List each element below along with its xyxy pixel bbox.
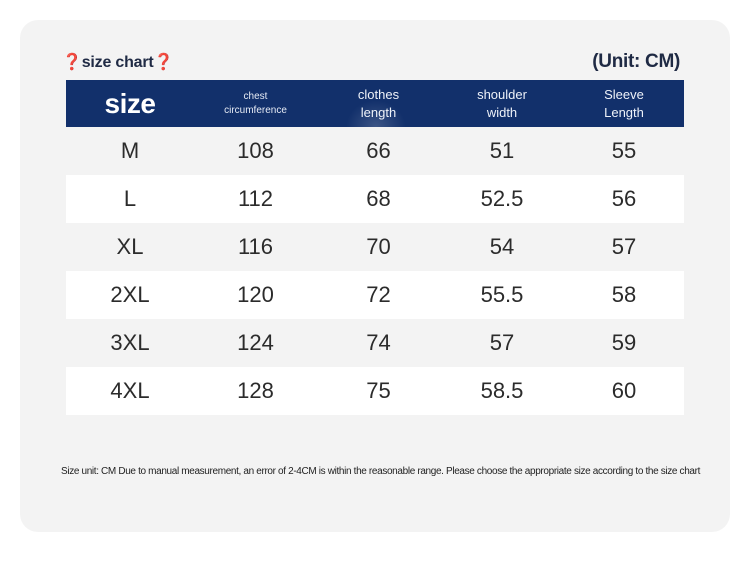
cell-shoulder-width: 57 <box>489 330 515 355</box>
measurement-note: Size unit: CM Due to manual measurement,… <box>61 466 701 477</box>
header-shoulder-width: shoulder width <box>440 80 564 127</box>
cell-shoulder-width: 55.5 <box>480 282 524 307</box>
cell-sleeve-length: 55 <box>611 138 637 163</box>
header-clothes-line-1: clothes <box>357 86 400 102</box>
size-chart-title: ❓size chart❓ <box>62 54 174 71</box>
table-row: XL 116 70 54 57 <box>66 223 684 271</box>
header-chest: chest circumference <box>194 80 317 127</box>
cell-sleeve-length: 58 <box>611 282 637 307</box>
table-row: 4XL 128 75 58.5 60 <box>66 367 684 415</box>
cell-clothes-length: 74 <box>366 330 391 355</box>
cell-clothes-length: 70 <box>366 234 391 259</box>
cell-size: 2XL <box>110 282 150 307</box>
cell-size: L <box>123 186 137 211</box>
cell-chest: 124 <box>237 330 274 355</box>
header-size-label: size <box>104 87 156 119</box>
unit-label: (Unit: CM) <box>592 51 680 72</box>
cell-size: M <box>120 138 140 163</box>
header-chest-line-1: chest <box>243 91 268 102</box>
cell-size: XL <box>116 234 144 259</box>
header-size: size <box>66 80 194 127</box>
header-clothes-line-2: length <box>360 104 397 120</box>
cell-clothes-length: 68 <box>366 186 391 211</box>
cell-shoulder-width: 58.5 <box>480 378 524 403</box>
cell-chest: 120 <box>237 282 274 307</box>
table-row: 3XL 124 74 57 59 <box>66 319 684 367</box>
table-row: M 108 66 51 55 <box>66 127 684 175</box>
header-shoulder-line-1: shoulder <box>477 86 527 102</box>
cell-sleeve-length: 60 <box>611 378 637 403</box>
cell-clothes-length: 72 <box>366 282 391 307</box>
cell-size: 4XL <box>110 378 150 403</box>
header-sleeve-line-2: Length <box>604 104 644 120</box>
header-clothes-length: clothes length <box>317 80 440 127</box>
cell-shoulder-width: 52.5 <box>480 186 524 211</box>
cell-shoulder-width: 51 <box>489 138 515 163</box>
cell-shoulder-width: 54 <box>489 234 515 259</box>
size-table: size chest circumference clothes length … <box>66 80 684 415</box>
header-shoulder-line-2: width <box>486 104 518 120</box>
cell-chest: 116 <box>237 234 274 259</box>
cell-sleeve-length: 57 <box>611 234 637 259</box>
cell-sleeve-length: 56 <box>611 186 637 211</box>
table-row: 2XL 120 72 55.5 58 <box>66 271 684 319</box>
cell-chest: 108 <box>237 138 274 163</box>
cell-size: 3XL <box>110 330 150 355</box>
cell-clothes-length: 75 <box>366 378 391 403</box>
cell-sleeve-length: 59 <box>611 330 637 355</box>
cell-chest: 112 <box>237 186 274 211</box>
table-header: size chest circumference clothes length … <box>66 80 684 127</box>
table-row: L 112 68 52.5 56 <box>66 175 684 223</box>
header-chest-line-2: circumference <box>224 104 287 116</box>
cell-chest: 128 <box>237 378 274 403</box>
header-sleeve-line-1: Sleeve <box>604 86 644 102</box>
header-sleeve-length: Sleeve Length <box>564 80 684 127</box>
cell-clothes-length: 66 <box>366 138 391 163</box>
